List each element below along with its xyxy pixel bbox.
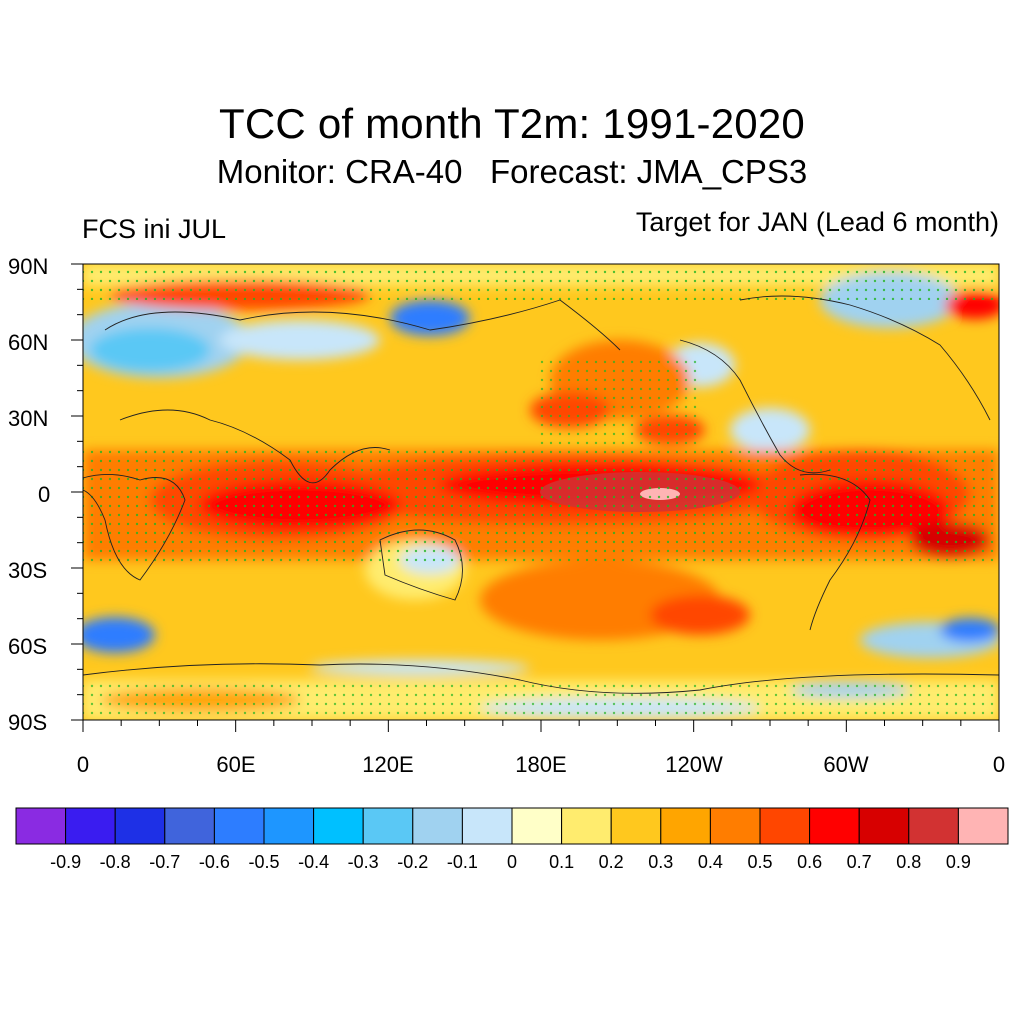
lon-label-60e: 60E xyxy=(216,752,256,777)
colorbar-swatch xyxy=(263,807,315,845)
colorbar-label: -0.1 xyxy=(446,852,478,872)
coastlines xyxy=(83,295,999,694)
colorbar-swatch xyxy=(660,807,711,845)
lat-label-90s: 90S xyxy=(8,710,48,735)
lon-label-120w: 120W xyxy=(665,752,723,777)
lon-label-360: 0 xyxy=(992,752,1006,777)
colorbar-label: 0 xyxy=(506,852,518,872)
colorbar-label: -0.5 xyxy=(248,852,280,872)
colorbar xyxy=(15,807,1009,845)
colorbar-swatch xyxy=(114,807,166,845)
lat-label-30s: 30S xyxy=(8,558,48,583)
colorbar-label: 0.8 xyxy=(896,852,922,872)
colorbar-swatch xyxy=(511,807,563,845)
target-month-label: Target for JAN (Lead 6 month) xyxy=(635,207,999,237)
lon-label-120e: 120E xyxy=(362,752,414,777)
colorbar-label: -0.8 xyxy=(99,852,131,872)
colorbar-swatch xyxy=(610,807,662,845)
colorbar-label: -0.4 xyxy=(298,852,330,872)
lon-label-60w: 60W xyxy=(823,752,869,777)
lat-label-60n: 60N xyxy=(8,330,49,355)
colorbar-swatch xyxy=(759,807,811,845)
correlation-field xyxy=(83,264,999,720)
colorbar-swatch xyxy=(461,807,513,845)
lon-label-0: 0 xyxy=(76,752,90,777)
map-title: TCC of month T2m: 1991-2020 xyxy=(219,100,805,147)
initial-month-label: FCS ini JUL xyxy=(82,214,227,244)
colorbar-label: 0.9 xyxy=(945,852,971,872)
colorbar-swatch xyxy=(858,807,910,845)
colorbar-label: 0.7 xyxy=(846,852,872,872)
colorbar-label: -0.7 xyxy=(149,852,181,872)
colorbar-swatch xyxy=(809,807,860,845)
colorbar-swatch xyxy=(15,807,67,845)
lat-label-30n: 30N xyxy=(8,406,49,431)
colorbar-label: 0.5 xyxy=(747,852,773,872)
colorbar-label: -0.2 xyxy=(397,852,429,872)
colorbar-swatch xyxy=(412,807,463,845)
colorbar-swatch xyxy=(561,807,612,845)
colorbar-label: 0.6 xyxy=(797,852,823,872)
colorbar-label: 0.3 xyxy=(648,852,674,872)
colorbar-label: -0.3 xyxy=(347,852,379,872)
colorbar-swatch xyxy=(164,807,215,845)
lon-label-180e: 180E xyxy=(515,752,567,777)
colorbar-swatch xyxy=(362,807,414,845)
colorbar-label: -0.6 xyxy=(198,852,230,872)
lat-label-eq: 0 xyxy=(38,482,51,507)
map-subtitle: Monitor: CRA-40 Forecast: JMA_CPS3 xyxy=(216,153,808,190)
lat-label-60s: 60S xyxy=(8,634,48,659)
colorbar-label: 0.1 xyxy=(549,852,575,872)
colorbar-swatch xyxy=(65,807,116,845)
colorbar-label: 0.2 xyxy=(598,852,624,872)
axis-ticks xyxy=(71,263,1000,732)
colorbar-swatch xyxy=(709,807,761,845)
colorbar-label: 0.4 xyxy=(697,852,723,872)
colorbar-swatch xyxy=(908,807,959,845)
colorbar-swatch xyxy=(313,807,364,845)
colorbar-swatch xyxy=(957,807,1009,845)
colorbar-label: -0.9 xyxy=(50,852,82,872)
lat-label-90n: 90N xyxy=(8,254,49,279)
colorbar-swatch xyxy=(213,807,265,845)
